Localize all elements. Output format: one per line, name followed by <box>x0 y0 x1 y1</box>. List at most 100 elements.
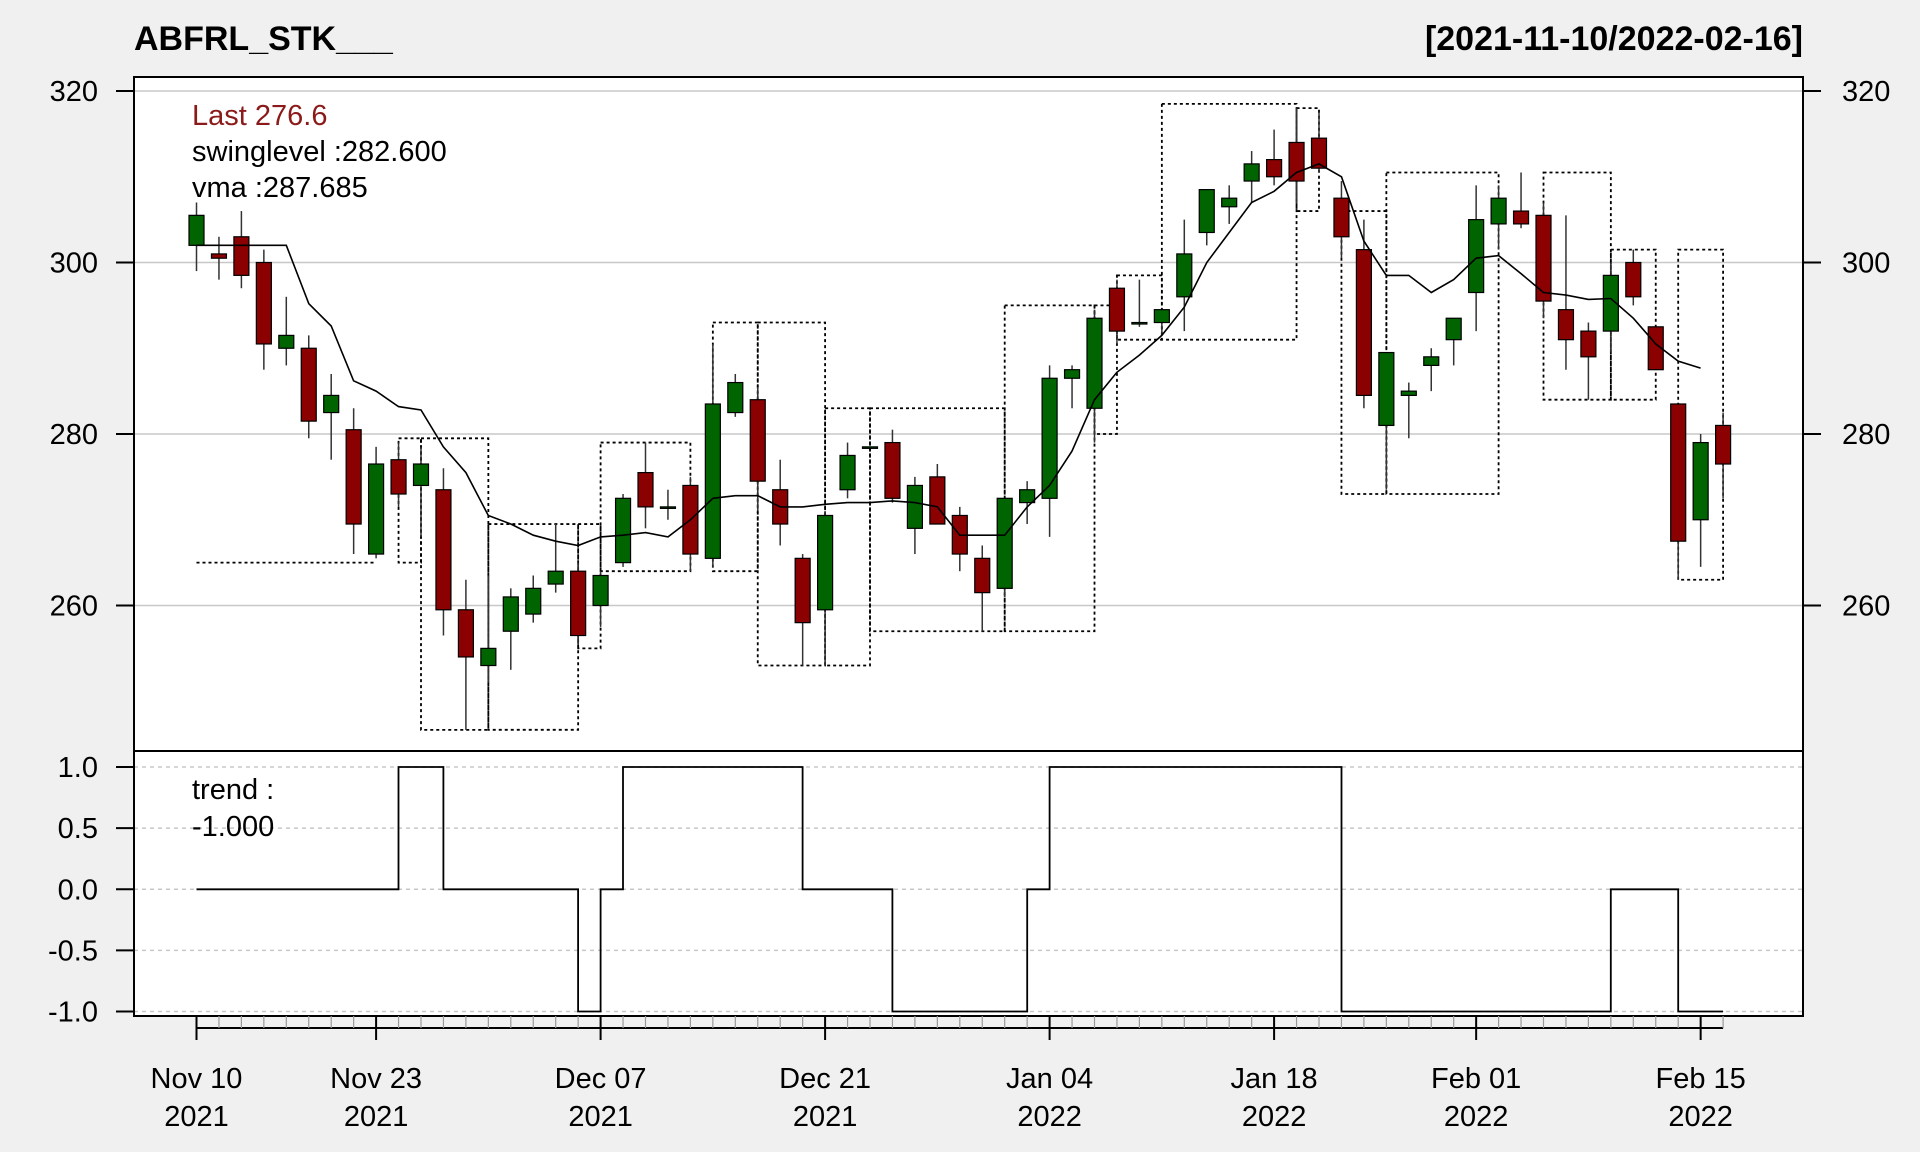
candle-body <box>861 446 879 449</box>
trend-tick-label: -1.0 <box>48 997 98 1029</box>
x-tick-label-date: Jan 18 <box>1231 1063 1318 1095</box>
candle-body <box>749 399 766 482</box>
candle-body <box>1153 309 1170 324</box>
candle-body <box>323 394 340 414</box>
candle-body <box>1176 253 1193 298</box>
x-tick-label-year: 2021 <box>344 1101 409 1133</box>
price-tick-label-right: 280 <box>1842 419 1890 451</box>
candle-body <box>1288 141 1305 182</box>
candle-body <box>1063 369 1081 379</box>
trend-tick-label: 0.5 <box>58 813 98 845</box>
x-tick-label-date: Dec 21 <box>779 1063 871 1095</box>
candle-body <box>1400 390 1417 397</box>
candle-body <box>390 459 407 495</box>
candle-body <box>659 506 677 509</box>
x-tick-label-year: 2021 <box>793 1101 858 1133</box>
price-tick-label-left: 320 <box>50 76 98 108</box>
candle-body <box>839 454 856 491</box>
candle-body <box>1490 197 1507 225</box>
candle-body <box>929 476 946 525</box>
vma-line <box>196 163 1701 547</box>
legend-swinglevel: swinglevel :282.600 <box>192 136 447 168</box>
price-axes: 260 260 280 280 300 300 320 320 <box>50 76 1891 623</box>
candle-body <box>547 570 564 585</box>
date-range: [2021-11-10/2022-02-16] <box>1425 20 1803 58</box>
candle-body <box>502 596 519 632</box>
price-panel <box>134 77 1803 751</box>
candle-body <box>210 253 228 259</box>
x-tick-label-date: Nov 10 <box>151 1063 243 1095</box>
candle-body <box>816 514 834 611</box>
candle-body <box>1535 214 1552 302</box>
candle-body <box>1512 210 1530 225</box>
x-tick-label-year: 2021 <box>164 1101 229 1133</box>
candle-body <box>1041 377 1058 499</box>
price-tick-label-left: 280 <box>50 419 98 451</box>
candle-body <box>300 347 317 422</box>
candle-body <box>345 429 362 525</box>
candle-body <box>1714 424 1732 465</box>
x-tick-label-date: Nov 23 <box>330 1063 422 1095</box>
x-axis: Nov 10 2021 Nov 23 2021 Dec 07 2021 Dec 21 2021… <box>151 1016 1746 1133</box>
candle-body <box>1557 309 1575 341</box>
swing-box <box>1093 304 1118 435</box>
price-tick-label-right: 300 <box>1842 248 1890 280</box>
x-tick-label-year: 2022 <box>1017 1101 1082 1133</box>
candle-body <box>1602 274 1619 332</box>
candle-body <box>525 587 542 615</box>
chart-title: ABFRL_STK___ <box>134 20 394 58</box>
price-grid <box>134 90 1803 607</box>
candle-body <box>637 471 654 508</box>
candle-body <box>794 557 811 624</box>
swing-box <box>1003 304 1096 633</box>
price-tick-label-left: 260 <box>50 591 98 623</box>
candle-body <box>1468 219 1485 294</box>
candle-body <box>368 463 385 555</box>
candle-body <box>457 609 474 658</box>
candle-body <box>996 497 1013 589</box>
candle-body <box>906 484 924 529</box>
trend-tick-label: 0.0 <box>58 874 98 906</box>
trend-legend-label: trend : <box>192 774 274 806</box>
candle-body <box>412 463 430 487</box>
x-tick-label-date: Dec 07 <box>555 1063 647 1095</box>
candle-body <box>704 403 721 559</box>
candle-body <box>884 441 901 499</box>
candle-body <box>1625 261 1642 298</box>
candle-body <box>1310 137 1328 169</box>
price-tick-label-right: 320 <box>1842 76 1890 108</box>
candle-body <box>1265 159 1283 178</box>
x-tick-label-year: 2021 <box>568 1101 633 1133</box>
candle-body <box>1198 189 1215 234</box>
candle-body <box>1423 356 1440 367</box>
candle-body <box>1647 326 1664 371</box>
candle-body <box>614 497 632 564</box>
candle-body <box>570 570 587 637</box>
x-tick-label-date: Feb 15 <box>1656 1063 1746 1095</box>
candle-body <box>480 647 497 667</box>
candle-body <box>1692 441 1709 521</box>
candle-body <box>1333 197 1350 238</box>
x-tick-label-date: Feb 01 <box>1431 1063 1521 1095</box>
trend-axis: 1.0 0.5 0.0 -0.5 -1.0 <box>48 752 134 1029</box>
candle-body <box>1355 249 1373 397</box>
x-tick-label-year: 2022 <box>1444 1101 1509 1133</box>
candle-body <box>1221 197 1238 208</box>
candle-body <box>727 381 744 414</box>
candle-body <box>1580 330 1597 358</box>
candle-body <box>592 574 609 607</box>
trend-panel <box>134 751 1803 1016</box>
price-tick-label-left: 300 <box>50 248 98 280</box>
trend-tick-label: 1.0 <box>58 752 98 784</box>
trend-panel-border <box>133 750 1804 1017</box>
x-tick-label-year: 2022 <box>1242 1101 1307 1133</box>
candle-body <box>1131 321 1148 325</box>
candle-body <box>1378 351 1395 427</box>
swing-box <box>1677 248 1724 581</box>
swing-box <box>1385 171 1500 495</box>
x-tick-label-date: Jan 04 <box>1006 1063 1093 1095</box>
candle-body <box>435 489 452 611</box>
candle-body <box>255 261 272 345</box>
legend-vma: vma :287.685 <box>192 172 368 204</box>
